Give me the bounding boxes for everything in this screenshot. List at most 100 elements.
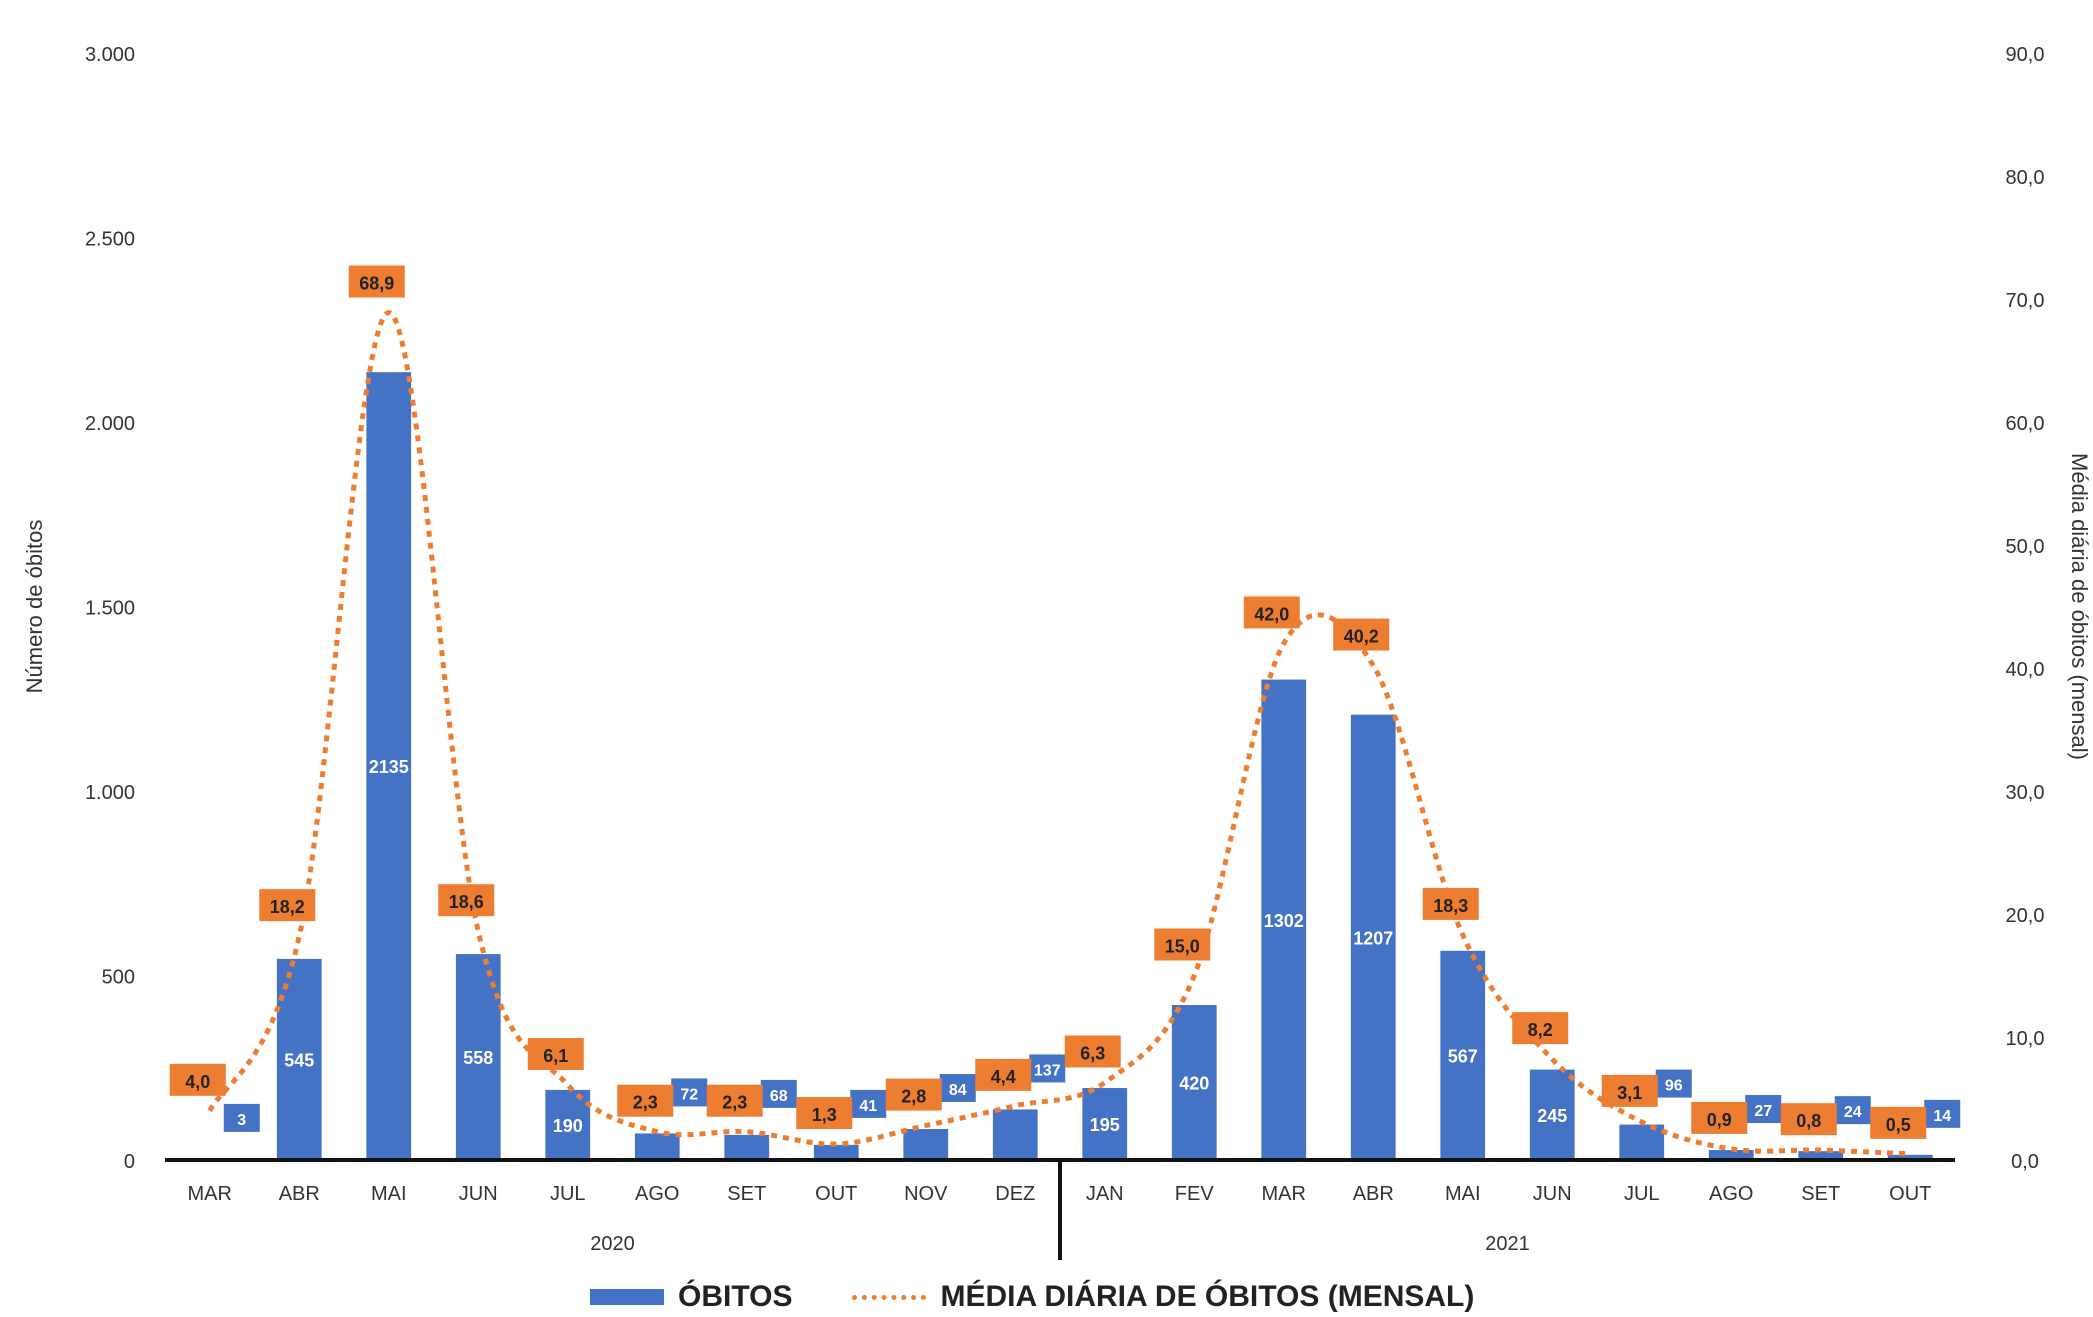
bar-value-label-box	[671, 1078, 708, 1107]
bar-value-label: 137	[1034, 1062, 1061, 1079]
x-tick-label: JAN	[1086, 1183, 1124, 1205]
bar-value-label-box	[760, 1079, 797, 1108]
line-value-label-box	[617, 1084, 674, 1117]
line-value-label-box	[796, 1097, 853, 1130]
bar-value-label: 420	[1179, 1074, 1209, 1094]
bar	[1261, 679, 1307, 1160]
bar	[276, 958, 322, 1160]
line-value-label: 18,2	[270, 897, 305, 917]
line-value-label: 6,3	[1080, 1044, 1105, 1064]
line-value-label-box	[975, 1058, 1032, 1091]
bar-value-label: 24	[1844, 1104, 1862, 1121]
y-axis-title: Número de óbitos	[22, 520, 47, 694]
bar	[366, 372, 412, 1160]
bar	[724, 1134, 770, 1160]
bar	[1082, 1088, 1128, 1160]
bar	[1440, 950, 1486, 1160]
bar-value-label: 68	[770, 1088, 788, 1105]
x-tick-label: AGO	[1709, 1183, 1753, 1205]
bar-value-label: 1207	[1353, 928, 1393, 948]
line-value-label-box	[1243, 596, 1300, 629]
bar	[1619, 1124, 1665, 1160]
legend-bar-swatch	[590, 1289, 664, 1305]
line-value-label: 18,6	[449, 892, 484, 912]
x-tick-label: MAI	[1445, 1183, 1481, 1205]
x-tick-label: JUN	[459, 1183, 498, 1205]
bar	[1798, 1151, 1844, 1160]
legend-item-bars: ÓBITOS	[590, 1280, 792, 1314]
line-value-label-box	[1154, 928, 1211, 961]
line-value-label: 0,9	[1707, 1110, 1732, 1130]
line-value-label-box	[1780, 1103, 1837, 1136]
right-axis-tick-label: 10,0	[2006, 1028, 2045, 1050]
right-axis-tick-label: 40,0	[2006, 659, 2045, 681]
legend-line-label: MÉDIA DIÁRIA DE ÓBITOS (MENSAL)	[940, 1280, 1475, 1313]
bar-value-label: 567	[1448, 1046, 1478, 1066]
line-value-label-box	[259, 889, 316, 922]
left-axis-tick-label: 1.500	[85, 598, 135, 620]
x-tick-label: SET	[1801, 1183, 1840, 1205]
line-value-label-box	[1333, 618, 1390, 651]
line-value-label-box	[169, 1063, 226, 1096]
line-value-label-box	[1691, 1101, 1748, 1134]
x-tick-label: DEZ	[995, 1183, 1035, 1205]
line-value-label-box	[1064, 1035, 1121, 1068]
bar-value-label: 72	[680, 1086, 698, 1103]
bar-value-label-box	[223, 1103, 260, 1132]
right-axis-tick-label: 70,0	[2006, 290, 2045, 312]
right-axis-tick-label: 30,0	[2006, 782, 2045, 804]
bar-value-label: 195	[1090, 1115, 1120, 1135]
x-tick-label: AGO	[635, 1183, 679, 1205]
line-value-label-box	[1422, 887, 1479, 920]
x-tick-label: JUL	[1624, 1183, 1660, 1205]
right-axis-tick-label: 90,0	[2006, 44, 2045, 66]
bar	[1529, 1069, 1575, 1160]
bar-value-label-box	[1745, 1095, 1782, 1124]
bar-value-label: 1302	[1264, 911, 1304, 931]
line-value-label: 6,1	[543, 1046, 568, 1066]
bar-value-label: 545	[284, 1050, 314, 1070]
bar	[545, 1089, 591, 1160]
line-value-label: 68,9	[359, 274, 394, 294]
left-axis-tick-label: 2.000	[85, 413, 135, 435]
line-value-label: 40,2	[1344, 627, 1379, 647]
line-value-label: 0,5	[1886, 1115, 1911, 1135]
bar	[634, 1133, 680, 1160]
x-tick-label: OUT	[815, 1183, 857, 1205]
legend-line-swatch	[852, 1294, 927, 1300]
line-value-label-box	[1512, 1012, 1569, 1045]
right-axis-tick-label: 0,0	[2011, 1151, 2039, 1173]
bar	[1171, 1005, 1217, 1160]
left-axis-tick-label: 0	[124, 1151, 135, 1173]
right-axis-tick-label: 50,0	[2006, 536, 2045, 558]
line-value-label: 42,0	[1254, 604, 1289, 624]
bar-value-label: 14	[1933, 1108, 1951, 1125]
legend: ÓBITOS MÉDIA DIÁRIA DE ÓBITOS (MENSAL)	[590, 1280, 1474, 1314]
bar-value-label: 190	[553, 1116, 583, 1136]
bar-value-label-box	[939, 1074, 976, 1103]
bar-value-label: 245	[1537, 1106, 1567, 1126]
right-axis-tick-label: 20,0	[2006, 905, 2045, 927]
left-axis-tick-label: 3.000	[85, 44, 135, 66]
legend-item-line: MÉDIA DIÁRIA DE ÓBITOS (MENSAL)	[852, 1280, 1474, 1314]
bar-value-label-box	[1029, 1054, 1066, 1083]
right-axis-tick-label: 60,0	[2006, 413, 2045, 435]
line-value-label: 1,3	[812, 1105, 837, 1125]
x-tick-label: JUL	[550, 1183, 586, 1205]
x-tick-label: NOV	[904, 1183, 948, 1205]
x-group-label: 2020	[590, 1233, 635, 1255]
left-axis-tick-label: 2.500	[85, 229, 135, 251]
x-tick-label: JUN	[1533, 1183, 1572, 1205]
left-axis-tick-label: 1.000	[85, 782, 135, 804]
x-tick-label: MAR	[1262, 1183, 1306, 1205]
line-value-label-box	[1601, 1074, 1658, 1107]
bar	[455, 954, 501, 1160]
x-group-label: 2021	[1485, 1233, 1530, 1255]
bar-value-label: 41	[859, 1098, 877, 1115]
x-tick-label: MAR	[188, 1183, 232, 1205]
line-value-label: 4,0	[185, 1072, 210, 1092]
bar-value-label: 558	[463, 1048, 493, 1068]
line-value-label-box	[348, 265, 405, 298]
right-axis-tick-label: 80,0	[2006, 167, 2045, 189]
